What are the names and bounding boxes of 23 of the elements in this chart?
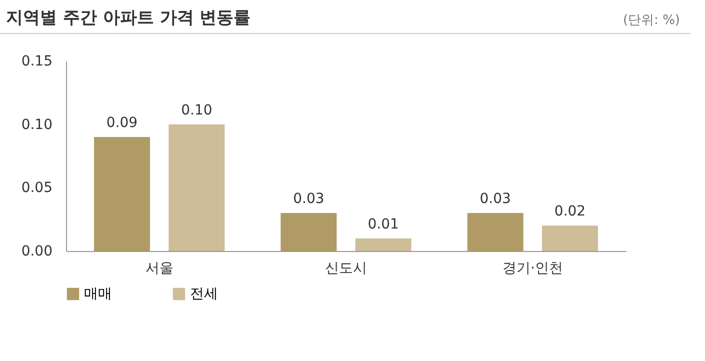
bar [355,238,412,251]
data-label: 0.03 [293,191,324,207]
legend-label: 전세 [190,286,218,302]
bar [280,213,337,251]
data-label: 0.03 [480,191,511,207]
bar [467,213,524,251]
data-label: 0.10 [181,102,212,118]
y-tick-label: 0.10 [21,116,52,133]
y-tick-label: 0.05 [21,180,52,196]
chart-title: 지역별 주간 아파트 가격 변동률 [6,7,251,29]
bar [542,226,598,251]
y-tick-label: 0.00 [21,244,52,260]
x-tick-label: 서울 [145,260,174,276]
y-tick-label: 0.15 [21,54,52,70]
data-label: 0.09 [106,115,138,131]
data-label: 0.01 [368,216,399,232]
x-tick-label: 경기·인천 [502,260,563,276]
legend-label: 매매 [84,286,112,302]
data-label: 0.02 [554,204,586,220]
text: (단위: %) [622,12,680,29]
bar [168,124,225,251]
x-tick-label: 신도시 [325,260,367,276]
bar [94,137,150,251]
